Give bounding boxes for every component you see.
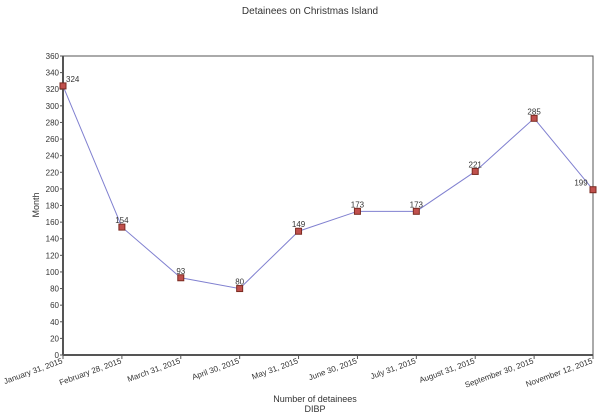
data-label: 221 xyxy=(469,160,483,169)
y-axis-label: Month xyxy=(31,192,41,217)
y-tick-label: 360 xyxy=(46,52,60,61)
data-point xyxy=(471,167,479,175)
data-label: 149 xyxy=(292,220,306,229)
y-tick-label: 240 xyxy=(46,152,60,161)
y-tick-label: 300 xyxy=(46,102,60,111)
data-point xyxy=(236,285,244,293)
data-label: 80 xyxy=(235,278,244,287)
data-label: 199 xyxy=(574,179,588,188)
y-tick-label: 0 xyxy=(55,351,60,360)
plot-frame xyxy=(62,55,594,356)
y-tick-label: 280 xyxy=(46,118,60,127)
data-label: 154 xyxy=(115,216,129,225)
y-tick-label: 200 xyxy=(46,185,60,194)
data-point xyxy=(59,82,67,90)
data-point xyxy=(530,114,538,122)
chart-title: Detainees on Christmas Island xyxy=(242,6,378,17)
data-point xyxy=(118,223,126,231)
y-tick-label: 20 xyxy=(50,334,59,343)
data-point xyxy=(412,207,420,215)
data-point xyxy=(589,186,597,194)
y-tick-label: 260 xyxy=(46,135,60,144)
data-label: 285 xyxy=(527,107,541,116)
data-point xyxy=(353,207,361,215)
x-tick-label: June 30, 2015 xyxy=(307,356,358,382)
x-axis-label: Number of detainees xyxy=(273,394,357,404)
y-tick-label: 60 xyxy=(50,301,59,310)
y-tick-label: 320 xyxy=(46,85,60,94)
series-line xyxy=(62,85,594,290)
data-point xyxy=(177,274,185,282)
x-tick-label: April 30, 2015 xyxy=(191,356,241,382)
x-tick-label: February 28, 2015 xyxy=(58,356,123,387)
data-label: 324 xyxy=(66,75,80,84)
x-tick-label: January 31, 2015 xyxy=(3,356,65,386)
y-tick-label: 120 xyxy=(46,251,60,260)
data-point xyxy=(295,227,303,235)
x-tick-label: March 31, 2015 xyxy=(126,356,182,384)
x-tick-label: July 31, 2015 xyxy=(369,356,417,381)
y-tick-label: 140 xyxy=(46,235,60,244)
y-tick-label: 220 xyxy=(46,168,60,177)
data-label: 173 xyxy=(410,200,424,209)
x-axis-sublabel: DIBP xyxy=(304,404,325,414)
data-label: 93 xyxy=(176,267,185,276)
y-tick-label: 80 xyxy=(50,285,59,294)
data-label: 173 xyxy=(351,200,365,209)
y-tick-label: 180 xyxy=(46,202,60,211)
x-tick-label: November 12, 2015 xyxy=(525,356,595,389)
y-tick-label: 340 xyxy=(46,69,60,78)
x-tick-label: May 31, 2015 xyxy=(251,356,300,381)
y-tick-label: 100 xyxy=(46,268,60,277)
y-tick-label: 160 xyxy=(46,218,60,227)
y-tick-label: 40 xyxy=(50,318,59,327)
